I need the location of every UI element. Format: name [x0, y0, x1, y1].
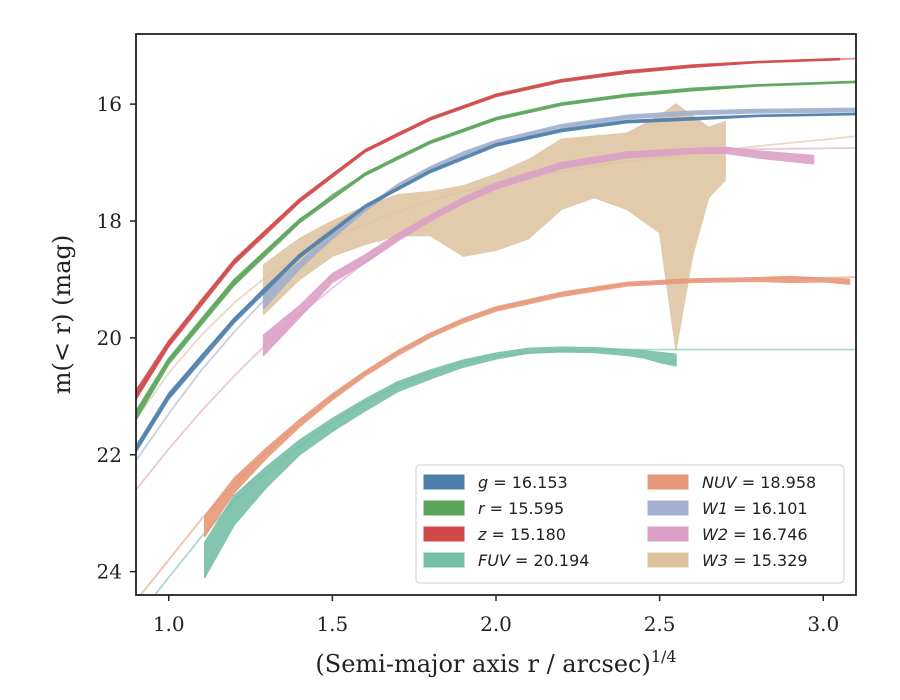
series-fuv-band	[203, 346, 677, 579]
series-w1-band	[262, 107, 856, 310]
legend-label-g: g = 16.153	[478, 473, 568, 492]
legend-swatch-w1	[647, 500, 689, 516]
legend-label-nuv: NUV = 18.958	[702, 473, 816, 492]
x-tick-label: 2.5	[644, 612, 676, 636]
series-r-band	[136, 80, 856, 421]
series-w3-band	[262, 103, 726, 351]
legend: g = 16.153 r = 15.595 z = 15.180 FUV = 20.1…	[415, 464, 845, 584]
x-tick-label: 1.5	[316, 612, 348, 636]
y-tick-label: 18	[97, 209, 122, 233]
x-tick-label: 2.0	[480, 612, 512, 636]
y-tick-label: 24	[97, 560, 122, 584]
legend-swatch-g	[423, 474, 465, 490]
x-tick-label: 3.0	[807, 612, 839, 636]
legend-swatch-w2	[647, 526, 689, 542]
series-nuv-band	[203, 275, 851, 538]
plot-area	[136, 57, 856, 595]
series-z-band	[136, 57, 841, 400]
legend-label-w1: W1 = 16.101	[702, 499, 808, 518]
legend-swatch-fuv	[423, 552, 465, 568]
legend-label-r: r = 15.595	[478, 499, 564, 518]
x-axis-label: (Semi-major axis r / arcsec)1/4	[315, 647, 676, 678]
legend-label-w2: W2 = 16.746	[702, 525, 808, 544]
legend-label-fuv: FUV = 20.194	[478, 551, 589, 570]
series-w1-model-line	[136, 109, 856, 462]
legend-frame	[415, 464, 845, 584]
x-tick-label: 1.0	[153, 612, 185, 636]
x-axis: 1.0 1.5 2.0 2.5 3.0	[153, 595, 839, 636]
series-w2-band	[262, 146, 815, 357]
legend-label-z: z = 15.180	[477, 525, 566, 544]
y-axis: 16 18 20 22 24	[97, 92, 136, 584]
y-tick-label: 20	[97, 326, 122, 350]
legend-swatch-r	[423, 500, 465, 516]
y-axis-label: m(< r) (mag)	[48, 235, 76, 394]
y-tick-label: 16	[97, 92, 122, 116]
legend-swatch-z	[423, 526, 465, 542]
legend-swatch-w3	[647, 552, 689, 568]
series-g-band	[136, 112, 856, 453]
legend-swatch-nuv	[647, 474, 689, 490]
y-tick-label: 22	[97, 443, 122, 467]
legend-label-w3: W3 = 15.329	[702, 551, 808, 570]
